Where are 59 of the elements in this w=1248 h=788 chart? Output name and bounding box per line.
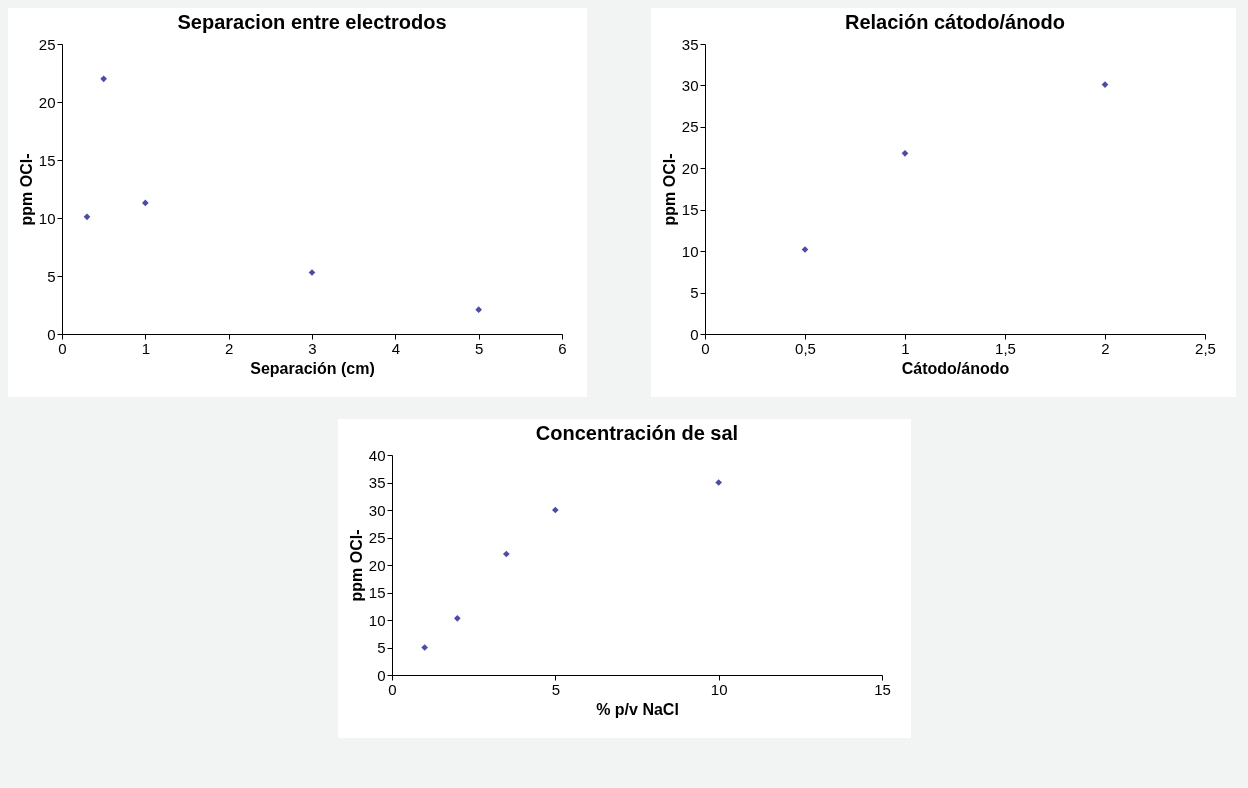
x-tick-label: 10 [710, 680, 728, 698]
y-tick-label: 20 [368, 556, 385, 574]
point [551, 506, 559, 514]
y-axis-title: ppm OCl- [347, 529, 365, 602]
y-tick-label: 0 [47, 325, 56, 343]
y-tick-label: 30 [681, 76, 699, 94]
point [141, 199, 149, 207]
y-tick-label: 5 [376, 639, 385, 656]
point [83, 213, 91, 221]
x-axis-title: Cátodo/ánodo [901, 359, 1010, 377]
y-tick-label: 5 [690, 284, 699, 302]
x-tick-label: 4 [391, 339, 401, 357]
y-tick-label: 5 [47, 267, 56, 285]
x-tick-label: 1 [141, 339, 151, 357]
y-tick-label: 35 [681, 35, 699, 53]
y-tick-label: 15 [38, 151, 56, 169]
x-tick-label: 6 [558, 339, 567, 357]
y-tick-label: 30 [368, 501, 385, 519]
x-axis-title: Separación (cm) [250, 359, 375, 377]
x-tick-label: 1 [901, 339, 910, 357]
y-tick-label: 25 [681, 118, 699, 136]
y-tick-label: 20 [681, 159, 699, 177]
y-tick-label: 0 [690, 325, 699, 343]
point [453, 615, 461, 622]
y-axis-title: ppm OCl- [17, 153, 35, 226]
x-tick-label: 5 [551, 680, 560, 698]
x-tick-label: 2,5 [1195, 339, 1216, 357]
chart-title: Separacion entre electrodos [177, 11, 447, 33]
point [901, 150, 909, 157]
x-tick-label: 3 [308, 339, 317, 357]
y-tick-label: 15 [368, 584, 385, 601]
y-tick-label: 15 [681, 201, 699, 219]
x-tick-label: 1,5 [995, 339, 1016, 357]
point [714, 479, 722, 486]
x-tick-label: 2 [224, 339, 234, 357]
point [475, 306, 483, 313]
point [100, 75, 108, 83]
x-axis-title: % p/v NaCl [595, 700, 679, 718]
y-tick-label: 20 [38, 93, 56, 111]
x-tick-label: 0 [58, 339, 67, 357]
chart-title: Relación cátodo/ánodo [844, 11, 1066, 33]
y-tick-label: 25 [368, 529, 385, 546]
x-tick-label: 5 [474, 339, 484, 357]
y-tick-label: 10 [368, 611, 385, 629]
y-tick-label: 25 [38, 35, 56, 53]
point [502, 550, 510, 558]
x-tick-label: 0 [701, 339, 710, 357]
x-tick-label: 0 [387, 680, 397, 698]
x-tick-label: 2 [1101, 339, 1110, 357]
y-tick-label: 40 [368, 446, 385, 464]
y-tick-label: 0 [376, 666, 385, 684]
y-tick-label: 35 [368, 474, 385, 491]
x-tick-label: 15 [873, 680, 891, 698]
point [420, 644, 428, 651]
y-tick-label: 10 [38, 209, 56, 227]
y-axis-title: ppm OCl- [660, 153, 678, 226]
chart-title: Concentración de sal [535, 422, 738, 444]
x-tick-label: 0,5 [795, 339, 816, 357]
y-tick-label: 10 [681, 242, 699, 260]
